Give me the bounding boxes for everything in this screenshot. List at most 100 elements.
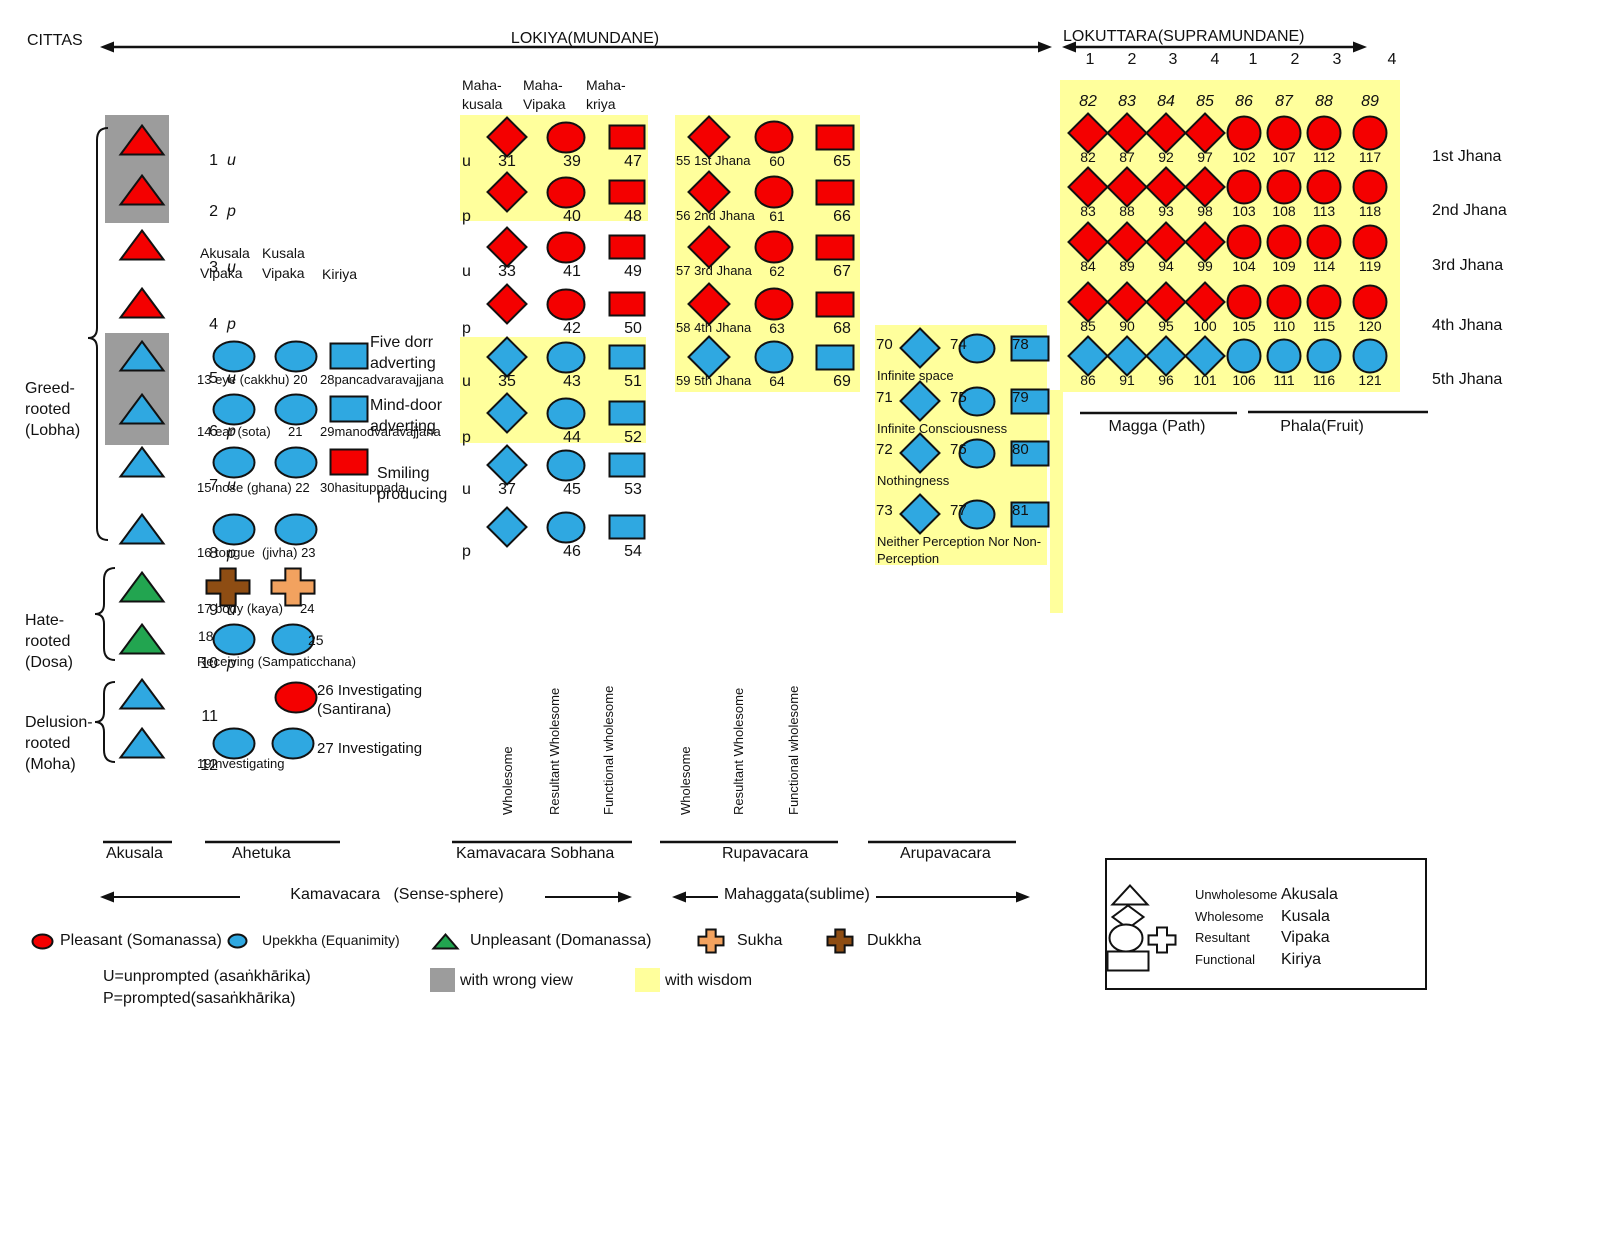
ahetuka-nose-ellipse-1 [212,446,256,478]
arupavacara-r1-diamond [899,327,941,369]
lokuttara-phala-shape [1266,338,1302,374]
lokuttara-top-number: 83 [1118,93,1136,110]
rupavacara-r2-circle [754,175,794,209]
magga-label: Magga (Path) [1108,418,1206,435]
lokuttara-top-number: 82 [1079,93,1097,110]
akusala-row-number: 10 [200,655,218,672]
arupavacara-number: 80 [1012,441,1029,458]
lokuttara-number: 99 [1197,258,1213,274]
ahetuka-investigating-ellipse-2 [271,727,315,759]
ahetuka-investigating-caption: 19Investigating [197,756,285,771]
sobhana-mode: p [462,543,471,560]
rupavacara-r5-rect [815,344,855,370]
lokuttara-number: 85 [1080,318,1096,334]
lokuttara-number: 107 [1272,149,1296,165]
keybox-pali-label: Kusala [1281,908,1330,925]
arupavacara-r2-diamond [899,380,941,422]
lokuttara-number: 118 [1358,203,1382,219]
lokuttara-number: 108 [1272,203,1296,219]
keybox-en-label: Functional [1195,952,1255,967]
rupavacara-r3-circle [754,230,794,264]
ahetuka-tongue-caption: 16 tongue (jivha) 23 [197,545,316,560]
legend-feeling-label: Upekkha (Equanimity) [262,932,400,948]
lokuttara-number: 113 [1312,203,1336,219]
ahetuka-receiving-ellipse-1 [212,623,256,655]
akusala-row-mode: u [227,477,236,494]
legend-swatch-grey [430,968,455,992]
lokuttara-number: 106 [1232,372,1256,388]
sobhana-r5-diamond [486,336,528,378]
lokuttara-phala-shape [1306,169,1342,205]
sobhana-r8-ellipse [546,511,586,543]
arupavacara-sphere-label: Infinite space [877,368,954,383]
akusala-row-mode: p [227,655,236,672]
lokuttara-phala-shape [1352,115,1388,151]
akusala-row-number: 1 [209,152,218,169]
rupavacara-number: 62 [769,263,785,279]
rupavacara-r4-diamond [687,282,731,326]
ahetuka-body-cross-2 [270,567,316,607]
arupavacara-r3-rect [1010,440,1050,466]
sobhana-r3-diamond [486,226,528,268]
ahetuka-header: Kiriya [322,266,358,282]
rupavacara-r1-rect [815,124,855,150]
keybox-pali-label: Kiriya [1281,951,1322,968]
legend-swatch-yellow [635,968,660,992]
ahetuka-nose-caption: 15 nose (ghana) 22 [197,480,310,495]
arupavacara-number: 76 [950,441,967,458]
lokuttara-number: 89 [1119,258,1135,274]
keybox-pali-label: Akusala [1281,886,1338,903]
greed-rooted-label: Greed- rooted (Lobha) [25,380,81,439]
akusala-row-mode: p [227,545,236,562]
ahetuka-ear-ellipse-2 [274,393,318,425]
lokuttara-magga-shape [1067,335,1109,377]
ahetuka-eye-rect-3 [329,342,369,370]
section-label-ahetuka: Ahetuka [232,845,291,862]
lokuttara-number: 103 [1232,203,1256,219]
lokuttara-number: 96 [1158,372,1174,388]
lokuttara-top-number: 88 [1315,93,1333,110]
ahetuka-nose-rect-3 [329,448,369,476]
ahetuka-ear-number: 21 [288,424,303,439]
sobhana-header: Maha- Vipaka [523,77,566,112]
rupavacara-number: 60 [769,153,785,169]
jhana-row-label: 5th Jhana [1432,371,1503,388]
delusion-rooted-label: Delusion- rooted (Moha) [25,714,93,773]
jhana-row-label: 1st Jhana [1432,148,1502,165]
sobhana-number: 51 [624,373,642,390]
lokuttara-phala-shape [1226,284,1262,320]
lokuttara-magga-shape [1106,166,1148,208]
sobhana-mode: p [462,208,471,225]
lokuttara-top-number: 86 [1235,93,1253,110]
ahetuka-body-cross-1 [205,567,251,607]
lokuttara-magga-shape [1145,335,1187,377]
ahetuka-tongue-ellipse-1 [212,513,256,545]
section-label-akusala: Akusala [106,845,163,862]
ahetuka-body-caption: 17 body (kaya) [197,601,283,616]
keybox-en-label: Unwholesome [1195,887,1278,902]
sobhana-r6-ellipse [546,397,586,429]
akusala-row-9-triangle [118,570,166,603]
akusala-row-number: 8 [209,545,218,562]
sobhana-mode: u [462,153,471,170]
sobhana-number: 33 [498,263,516,280]
keybox-cross [1147,926,1177,954]
lokuttara-number: 87 [1119,149,1135,165]
ahetuka-eye-pali: 28pancadvaravajjana [320,372,444,387]
akusala-row-number: 9 [209,602,218,619]
lokuttara-number: 101 [1193,372,1217,388]
keybox-en-label: Resultant [1195,930,1250,945]
ahetuka-investigating-santirana-side-label: 26 Investigating (Santirana) [317,682,423,718]
mahaggata-axis-label: Mahaggata(sublime) [724,886,870,903]
akusala-row-6-triangle [118,392,166,425]
sobhana-number: 37 [498,481,516,498]
sobhana-r5-ellipse [546,341,586,373]
ahetuka-eye-ellipse-2 [274,340,318,372]
lokuttara-col-number: 4 [1210,51,1220,68]
legend-swatch-label: with wisdom [665,972,753,989]
lokuttara-number: 100 [1193,318,1217,334]
sobhana-r6-diamond [486,392,528,434]
lokuttara-number: 93 [1158,203,1174,219]
lokuttara-phala-shape [1266,169,1302,205]
sobhana-r7-rect [608,452,646,478]
